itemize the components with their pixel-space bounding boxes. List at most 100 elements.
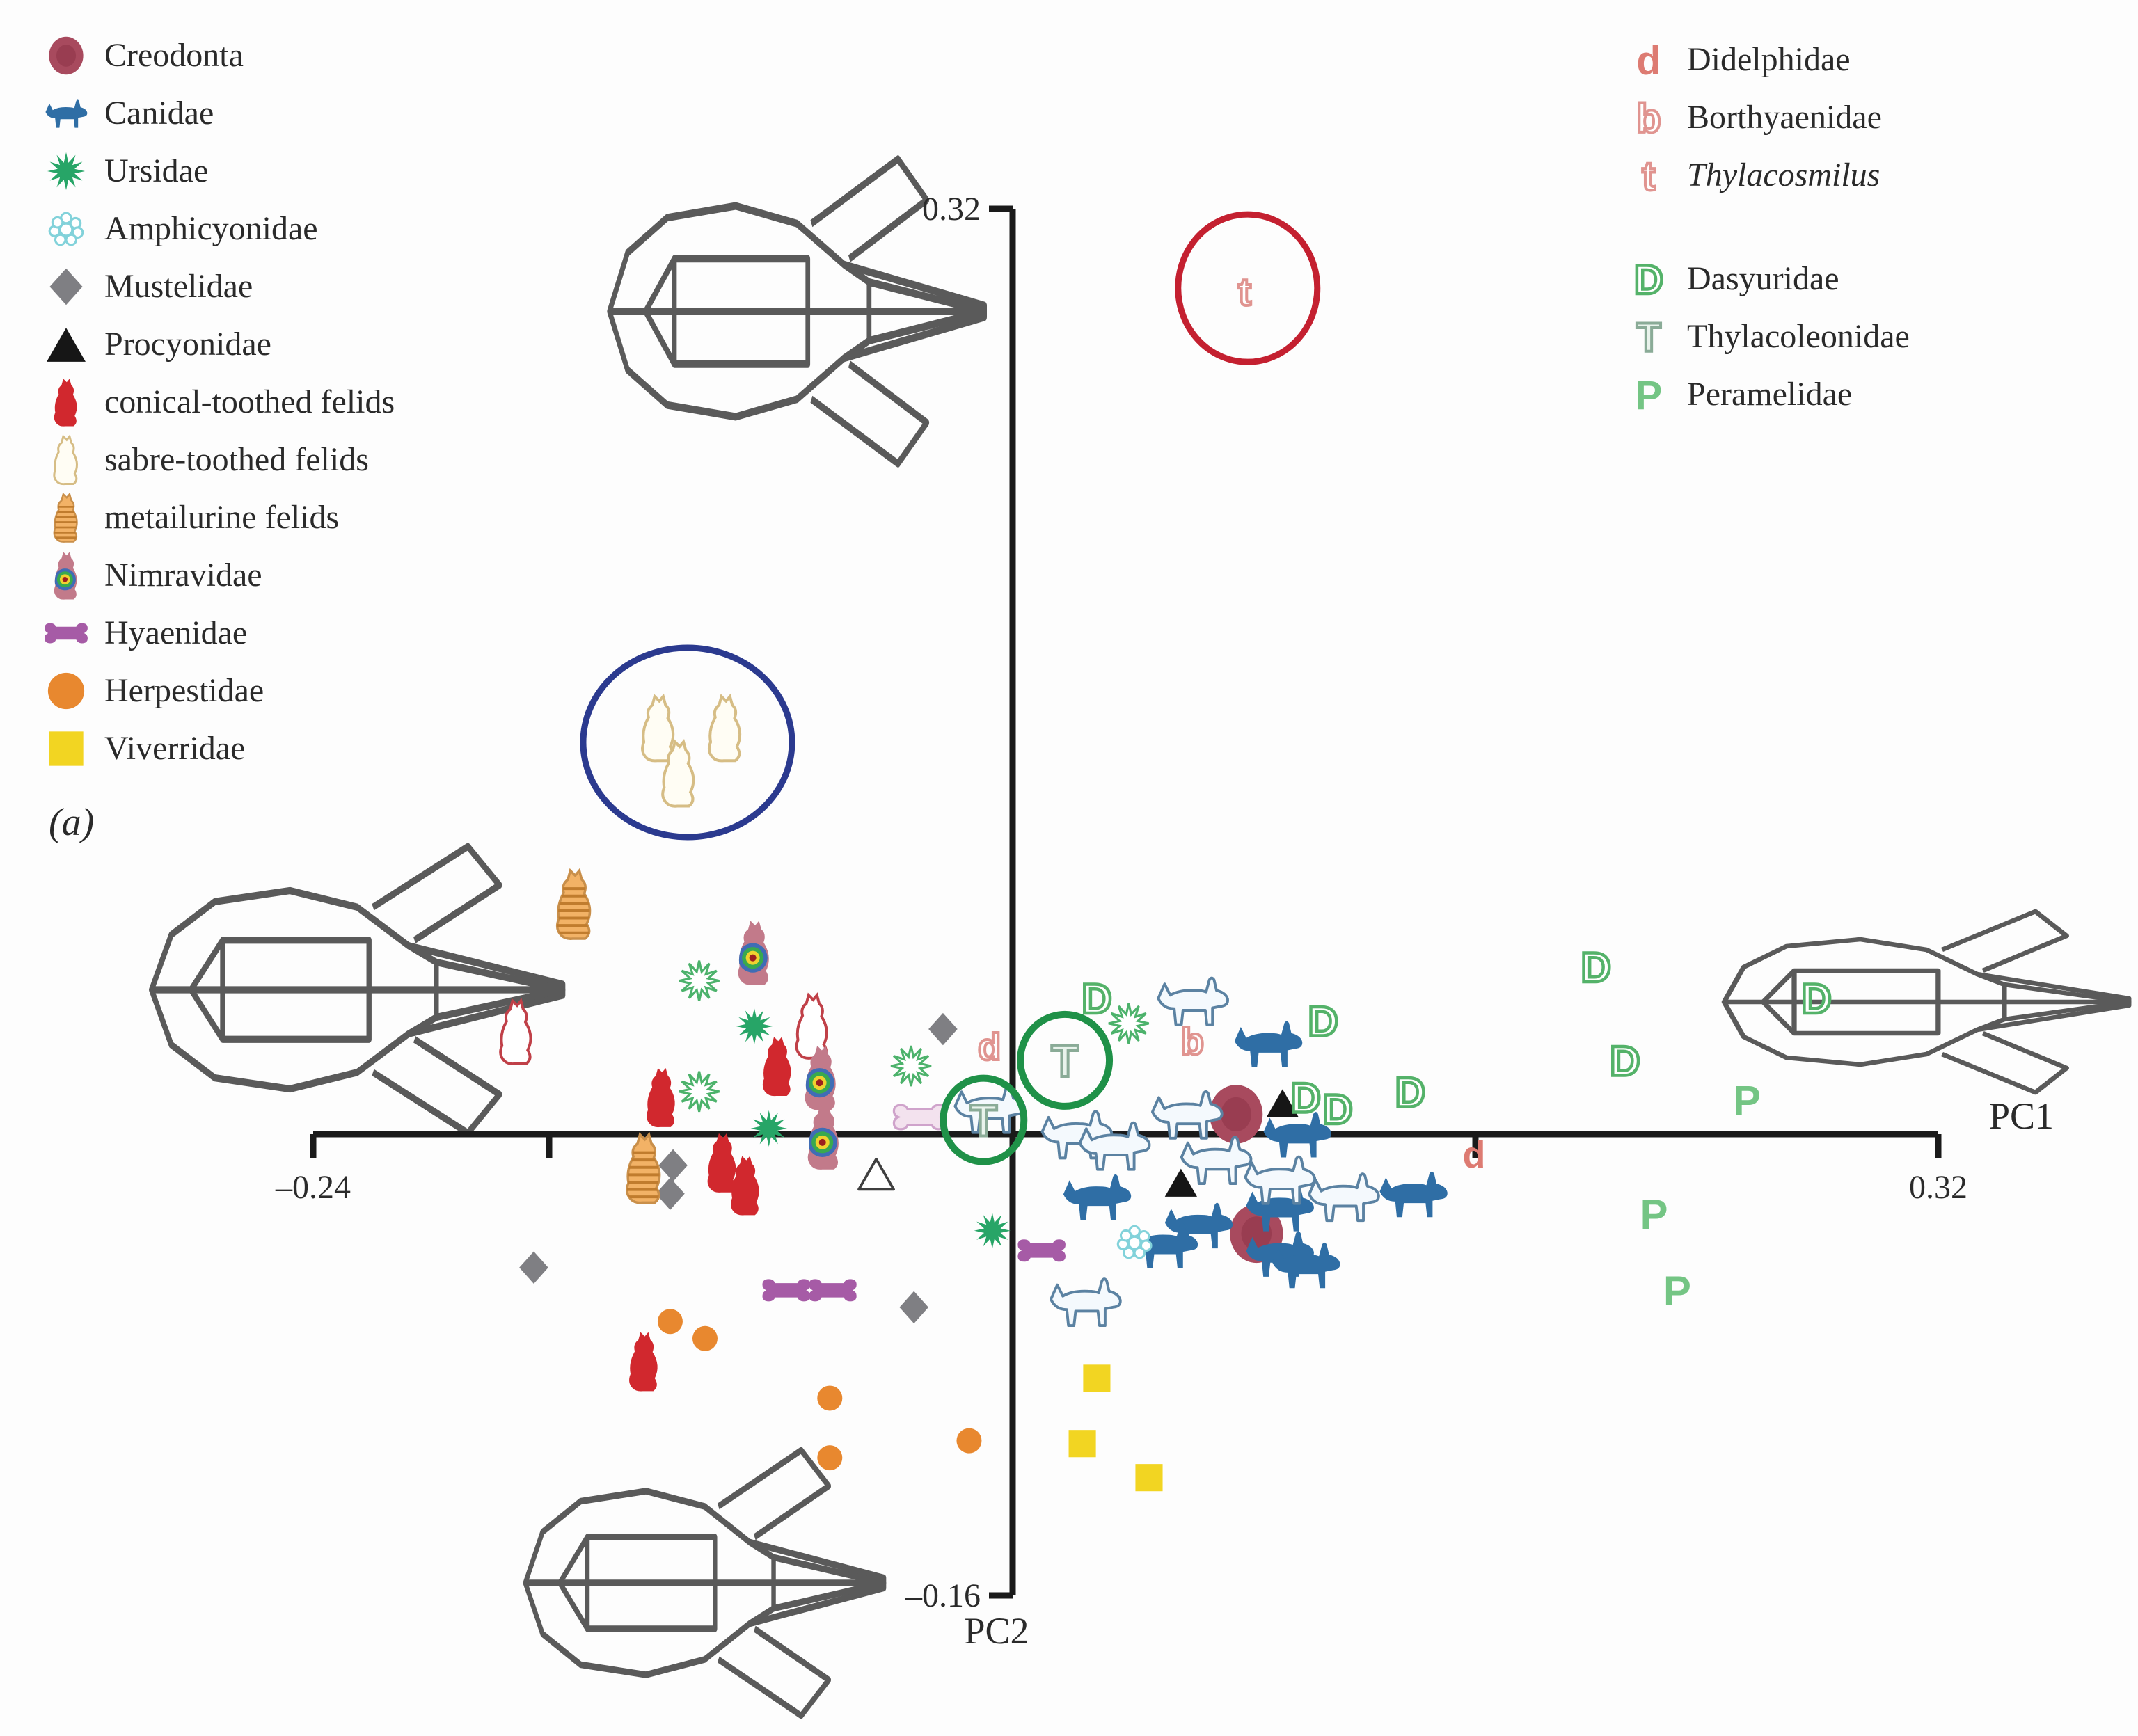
thylacoleonid-highlight-2 bbox=[940, 1074, 1028, 1165]
point-didelphidae-outline-: d bbox=[978, 1026, 1001, 1068]
svg-text:D: D bbox=[1634, 257, 1663, 302]
point-borthyaenidae: b bbox=[1181, 1021, 1204, 1062]
svg-text:d: d bbox=[1636, 38, 1661, 83]
y-tick-label: 0.32 bbox=[922, 191, 981, 228]
legend-item-thylacoleonidae: T Thylacoleonidae bbox=[1623, 308, 1910, 365]
x-axis-label: PC1 bbox=[1989, 1095, 2054, 1137]
legend-item-nimravidae: Nimravidae bbox=[40, 546, 395, 604]
mustelidae-icon bbox=[49, 268, 83, 305]
point-canidae-outline- bbox=[1308, 1172, 1380, 1223]
point-didelphidae: d bbox=[1463, 1134, 1486, 1176]
point-dasyuridae: D bbox=[1290, 1075, 1320, 1122]
point-hyaenidae bbox=[762, 1279, 811, 1302]
point-canidae-outline- bbox=[1244, 1155, 1317, 1205]
point-thylacoleonidae: T bbox=[1052, 1036, 1079, 1086]
legend-placental-families: Creodonta Canidae Ursidae Amphicyonidae Must… bbox=[40, 26, 395, 777]
point-nimravidae bbox=[738, 921, 769, 985]
point-hyaenidae bbox=[809, 1279, 857, 1302]
legend-item-peramelidae: P Peramelidae bbox=[1623, 365, 1910, 423]
sabre-felids-icon bbox=[53, 435, 79, 485]
point-canidae-outline- bbox=[1157, 976, 1230, 1026]
point-thylacoleonidae: T bbox=[970, 1096, 997, 1146]
legend-label: sabre-toothed felids bbox=[104, 441, 369, 478]
legend-item-hyaenidae: Hyaenidae bbox=[40, 604, 395, 662]
point-conical-toothed-felids bbox=[629, 1332, 658, 1392]
point-canidae-outline- bbox=[1180, 1136, 1253, 1186]
legend-item-creodonta: Creodonta bbox=[40, 26, 395, 84]
legend-label: Mustelidae bbox=[104, 268, 253, 305]
legend-label: Herpestidae bbox=[104, 672, 264, 709]
point-conical-toothed-felids-outline- bbox=[795, 994, 828, 1060]
legend-label: Thylacoleonidae bbox=[1687, 318, 1910, 355]
point-canidae-outline- bbox=[1050, 1277, 1122, 1328]
legend-item-procyonidae: Procyonidae bbox=[40, 315, 395, 373]
metailurine-felids-icon bbox=[40, 492, 92, 543]
thylacoleonidae-letter-icon: T bbox=[1635, 313, 1662, 361]
point-hyaenidae-pale- bbox=[892, 1104, 947, 1131]
point-peramelidae: P bbox=[1640, 1191, 1668, 1238]
legend-label: Creodonta bbox=[104, 37, 244, 74]
point-dasyuridae: D bbox=[1610, 1038, 1640, 1085]
legend-label: Didelphidae bbox=[1687, 41, 1851, 78]
point-mustelidae bbox=[656, 1177, 685, 1210]
point-ursidae-outline- bbox=[678, 959, 721, 1003]
point-thylacosmilus: t bbox=[1238, 269, 1251, 313]
svg-text:T: T bbox=[1636, 314, 1661, 360]
point-sabre-toothed-felids bbox=[642, 696, 673, 761]
figure-panel-label: (a) bbox=[49, 801, 95, 844]
legend-label: Borthyaenidae bbox=[1687, 99, 1882, 136]
point-mustelidae bbox=[519, 1251, 548, 1284]
legend-label: Canidae bbox=[104, 95, 214, 132]
point-mustelidae bbox=[899, 1291, 929, 1324]
legend-item-borthyaenidae: b Borthyaenidae bbox=[1623, 88, 1910, 146]
legend-label: Hyaenidae bbox=[104, 614, 248, 651]
legend-item-conical-felids: conical-toothed felids bbox=[40, 373, 395, 431]
didelphidae-letter-icon: d bbox=[1636, 38, 1661, 83]
point-dasyuridae: D bbox=[1322, 1086, 1352, 1133]
x-tick-label: 0.32 bbox=[1909, 1169, 1967, 1206]
sabre-felids-highlight bbox=[580, 644, 795, 841]
procyonidae-icon bbox=[47, 327, 86, 362]
point-viverridae bbox=[1068, 1430, 1096, 1458]
legend-label: Dasyuridae bbox=[1687, 260, 1839, 297]
legend-item-didelphidae: d Didelphidae bbox=[1623, 31, 1910, 88]
point-metailurine-felids bbox=[551, 870, 597, 939]
point-ursidae bbox=[974, 1212, 1011, 1249]
legend-item-ursidae: Ursidae bbox=[40, 142, 395, 200]
point-dasyuridae: D bbox=[1581, 944, 1610, 991]
point-procyonidae bbox=[1164, 1168, 1198, 1197]
point-herpestidae bbox=[956, 1428, 982, 1454]
point-procyonidae-open- bbox=[857, 1157, 895, 1191]
legend-item-dasyuridae: D Dasyuridae bbox=[1623, 250, 1910, 308]
point-ursidae bbox=[750, 1110, 787, 1147]
legend-label: Viverridae bbox=[104, 730, 246, 767]
point-herpestidae bbox=[692, 1325, 718, 1351]
point-conical-toothed-felids bbox=[762, 1037, 791, 1097]
point-nimravidae bbox=[808, 1106, 839, 1170]
legend-item-sabre-felids: sabre-toothed felids bbox=[40, 431, 395, 488]
nimravidae-icon bbox=[40, 550, 92, 601]
point-peramelidae: P bbox=[1733, 1078, 1761, 1124]
point-herpestidae bbox=[817, 1445, 843, 1471]
svg-text:t: t bbox=[1642, 153, 1655, 198]
svg-text:P: P bbox=[1636, 372, 1663, 417]
legend-item-viverridae: Viverridae bbox=[40, 719, 395, 777]
legend-label: conical-toothed felids bbox=[104, 383, 395, 420]
legend-item-herpestidae: Herpestidae bbox=[40, 662, 395, 719]
y-axis-label: PC2 bbox=[964, 1610, 1029, 1652]
point-herpestidae bbox=[817, 1385, 843, 1411]
legend-item-metailurine-felids: metailurine felids bbox=[40, 488, 395, 546]
point-hyaenidae bbox=[1017, 1239, 1066, 1262]
point-ursidae-outline- bbox=[678, 1070, 721, 1113]
herpestidae-icon bbox=[47, 672, 85, 709]
point-mustelidae bbox=[928, 1012, 958, 1046]
dasyuridae-letter-icon: D bbox=[1633, 255, 1665, 304]
point-canidae bbox=[1379, 1171, 1448, 1218]
legend-item-amphicyonidae: Amphicyonidae bbox=[40, 200, 395, 257]
skull-left bbox=[152, 847, 563, 1133]
svg-text:b: b bbox=[1636, 95, 1661, 141]
viverridae-icon bbox=[49, 731, 84, 766]
conical-felids-icon bbox=[54, 378, 77, 427]
hyaenidae-icon bbox=[45, 623, 88, 643]
